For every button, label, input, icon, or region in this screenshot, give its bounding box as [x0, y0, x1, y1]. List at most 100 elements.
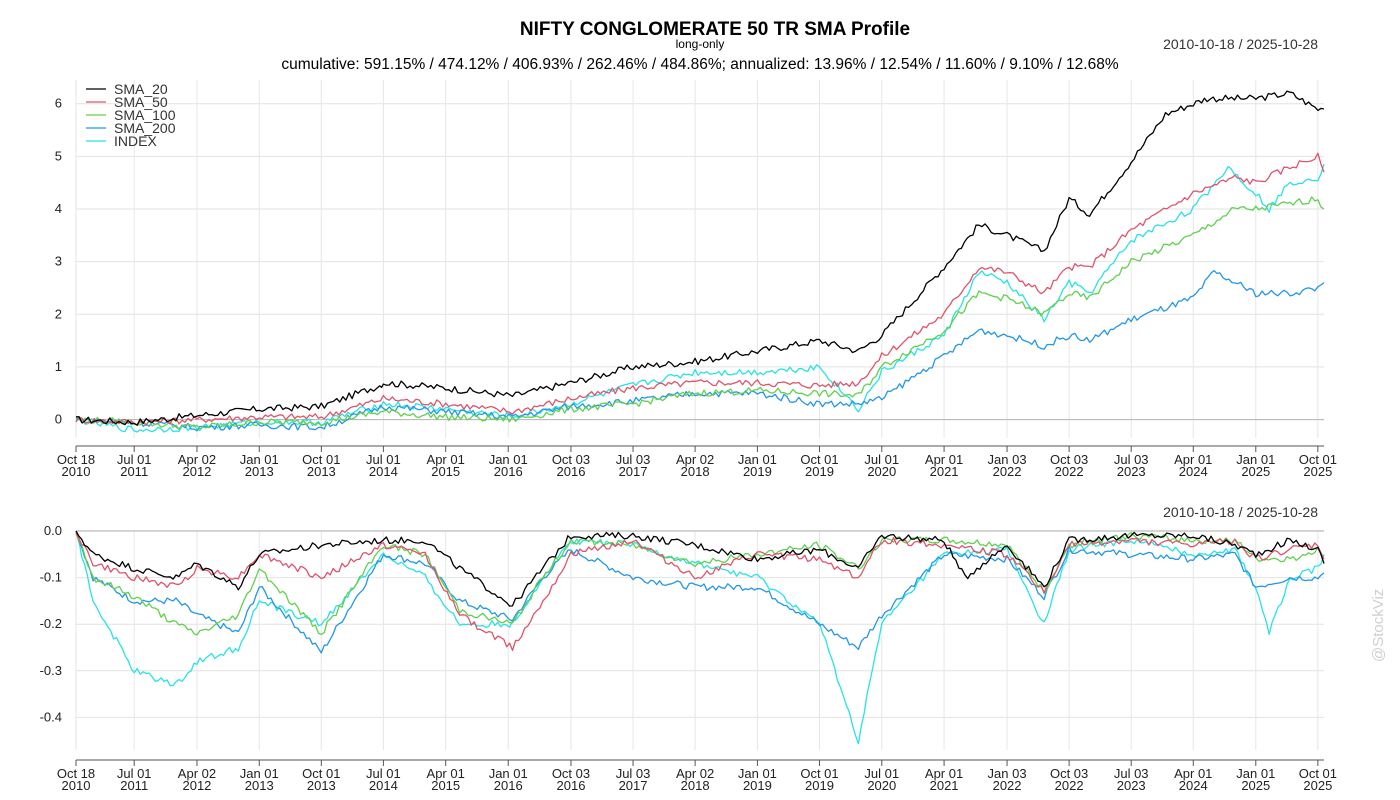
- x-tick-label: Apr 02: [676, 766, 714, 781]
- watermark: @StockViz: [1370, 589, 1387, 662]
- x-tick-label: Jan 01: [240, 766, 279, 781]
- series-line-index: [75, 530, 1325, 745]
- x-tick-year: 2013: [307, 778, 336, 793]
- bottom-date-range: 2010-10-18 / 2025-10-28: [1163, 504, 1318, 520]
- x-tick-label: Jul 03: [616, 766, 651, 781]
- y-tick-label: -0.4: [40, 709, 62, 724]
- x-tick-year: 2022: [993, 464, 1022, 479]
- x-tick-label: Jan 01: [738, 452, 777, 467]
- series-line-index: [75, 164, 1325, 433]
- x-tick-year: 2014: [369, 778, 398, 793]
- series-line-sma-200: [75, 269, 1325, 432]
- chart-header: NIFTY CONGLOMERATE 50 TR SMA Profile lon…: [281, 19, 1318, 520]
- x-tick-year: 2012: [182, 464, 211, 479]
- x-tick-label: Jul 01: [117, 452, 152, 467]
- y-tick-label: 1: [55, 359, 62, 374]
- x-tick-label: Apr 02: [178, 452, 216, 467]
- x-tick-label: Jan 01: [489, 452, 528, 467]
- x-tick-label: Jul 01: [864, 452, 899, 467]
- y-tick-label: 0: [55, 412, 62, 427]
- x-tick-label: Jul 01: [864, 766, 899, 781]
- x-tick-year: 2016: [557, 464, 586, 479]
- y-tick-label: 3: [55, 254, 62, 269]
- y-tick-label: -0.1: [40, 570, 62, 585]
- x-tick-label: Jan 01: [1236, 766, 1275, 781]
- x-tick-label: Oct 01: [302, 766, 340, 781]
- performance-stats: cumulative: 591.15% / 474.12% / 406.93% …: [281, 56, 1119, 73]
- series-line-sma-50: [75, 152, 1325, 426]
- x-tick-label: Jul 03: [616, 452, 651, 467]
- x-tick-label: Oct 03: [1050, 452, 1088, 467]
- x-tick-label: Oct 01: [800, 452, 838, 467]
- x-tick-year: 2014: [369, 464, 398, 479]
- x-tick-year: 2011: [120, 464, 148, 479]
- x-tick-year: 2024: [1179, 464, 1208, 479]
- x-tick-label: Oct 03: [552, 766, 590, 781]
- x-tick-year: 2013: [307, 464, 336, 479]
- x-tick-label: Jul 01: [366, 452, 401, 467]
- x-tick-year: 2016: [494, 778, 523, 793]
- x-tick-year: 2010: [62, 464, 91, 479]
- x-tick-year: 2011: [120, 778, 148, 793]
- x-tick-year: 2023: [1117, 778, 1146, 793]
- x-tick-year: 2019: [743, 778, 772, 793]
- y-tick-label: 5: [55, 148, 62, 163]
- x-tick-label: Apr 01: [427, 766, 465, 781]
- x-tick-year: 2018: [681, 778, 710, 793]
- series-line-sma-20: [76, 90, 1325, 426]
- x-tick-year: 2022: [1055, 778, 1084, 793]
- x-tick-label: Oct 18: [57, 766, 95, 781]
- legend-label-sma-20: SMA_20: [114, 81, 168, 97]
- x-tick-label: Jan 03: [988, 766, 1027, 781]
- y-tick-label: 2: [55, 306, 62, 321]
- x-tick-label: Oct 03: [552, 452, 590, 467]
- x-tick-year: 2013: [245, 778, 274, 793]
- x-tick-year: 2025: [1241, 778, 1270, 793]
- x-tick-label: Oct 01: [800, 766, 838, 781]
- x-tick-label: Jul 01: [117, 766, 152, 781]
- x-tick-year: 2018: [681, 464, 710, 479]
- series-line-sma-200: [75, 530, 1325, 654]
- x-tick-year: 2016: [557, 778, 586, 793]
- x-tick-label: Oct 01: [302, 452, 340, 467]
- x-tick-year: 2017: [619, 464, 648, 479]
- series-line-sma-20: [75, 530, 1325, 607]
- x-tick-year: 2023: [1117, 464, 1146, 479]
- y-tick-label: -0.3: [40, 663, 62, 678]
- x-tick-label: Oct 18: [57, 452, 95, 467]
- x-tick-label: Apr 01: [1174, 452, 1212, 467]
- x-tick-label: Jan 01: [1236, 452, 1275, 467]
- x-tick-year: 2025: [1241, 464, 1270, 479]
- x-tick-label: Jan 01: [489, 766, 528, 781]
- x-tick-year: 2020: [867, 464, 896, 479]
- y-tick-label: 6: [55, 96, 62, 111]
- x-tick-year: 2021: [930, 464, 959, 479]
- x-tick-year: 2019: [743, 464, 772, 479]
- series-line-sma-100: [75, 196, 1325, 430]
- x-tick-label: Apr 01: [427, 452, 465, 467]
- legend-label-sma-50: SMA_50: [114, 94, 168, 110]
- series-line-sma-50: [75, 533, 1325, 652]
- x-tick-label: Oct 03: [1050, 766, 1088, 781]
- x-tick-label: Apr 01: [1174, 766, 1212, 781]
- x-tick-year: 2012: [182, 778, 211, 793]
- x-tick-year: 2022: [1055, 464, 1084, 479]
- x-tick-year: 2015: [431, 464, 460, 479]
- x-tick-label: Jan 01: [738, 766, 777, 781]
- x-tick-label: Jul 01: [366, 766, 401, 781]
- x-tick-year: 2016: [494, 464, 523, 479]
- x-tick-year: 2021: [930, 778, 959, 793]
- x-tick-label: Jan 03: [988, 452, 1027, 467]
- x-tick-year: 2013: [245, 464, 274, 479]
- x-tick-label: Apr 02: [676, 452, 714, 467]
- x-tick-label: Jul 03: [1114, 452, 1149, 467]
- top-date-range: 2010-10-18 / 2025-10-28: [1163, 36, 1318, 52]
- legend-label-sma-200: SMA_200: [114, 120, 176, 136]
- x-tick-year: 2015: [431, 778, 460, 793]
- x-tick-label: Jan 01: [240, 452, 279, 467]
- y-tick-label: 4: [55, 201, 62, 216]
- x-tick-year: 2020: [867, 778, 896, 793]
- legend-label-index: INDEX: [114, 133, 157, 149]
